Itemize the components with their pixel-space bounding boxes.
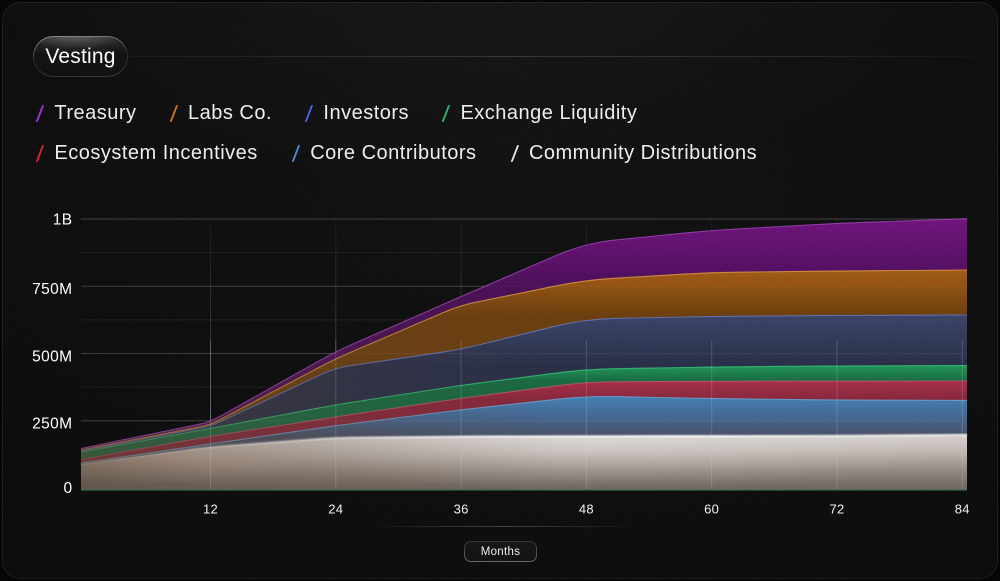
svg-text:0: 0 [63, 480, 72, 497]
svg-text:12: 12 [203, 502, 218, 517]
svg-text:500M: 500M [32, 349, 72, 366]
svg-text:84: 84 [955, 502, 970, 517]
svg-text:72: 72 [829, 502, 844, 517]
svg-text:250M: 250M [32, 416, 72, 433]
svg-text:24: 24 [328, 502, 343, 517]
svg-text:60: 60 [704, 502, 719, 517]
svg-text:48: 48 [579, 502, 594, 517]
svg-text:1B: 1B [53, 212, 73, 229]
svg-text:36: 36 [454, 502, 469, 517]
svg-text:750M: 750M [32, 281, 72, 298]
